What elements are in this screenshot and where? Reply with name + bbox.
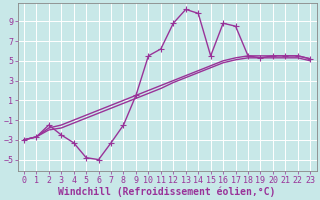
X-axis label: Windchill (Refroidissement éolien,°C): Windchill (Refroidissement éolien,°C) bbox=[58, 186, 276, 197]
